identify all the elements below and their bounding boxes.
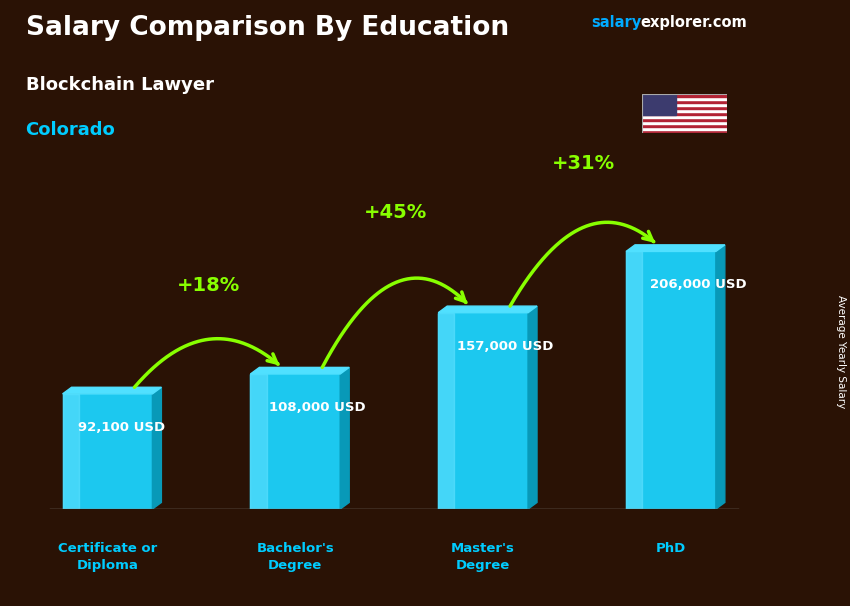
Text: PhD: PhD xyxy=(656,542,686,555)
Bar xyxy=(642,100,727,103)
Text: +18%: +18% xyxy=(177,276,240,295)
Bar xyxy=(642,130,727,133)
Polygon shape xyxy=(251,374,267,509)
Text: explorer.com: explorer.com xyxy=(640,15,747,30)
Text: Blockchain Lawyer: Blockchain Lawyer xyxy=(26,76,213,94)
Text: Average Yearly Salary: Average Yearly Salary xyxy=(836,295,846,408)
Text: 92,100 USD: 92,100 USD xyxy=(78,421,165,434)
Text: 157,000 USD: 157,000 USD xyxy=(457,340,553,353)
Polygon shape xyxy=(152,387,162,509)
Polygon shape xyxy=(63,394,79,509)
Polygon shape xyxy=(528,306,537,509)
Bar xyxy=(642,115,727,118)
Text: 108,000 USD: 108,000 USD xyxy=(269,401,366,414)
Bar xyxy=(642,103,727,106)
Polygon shape xyxy=(340,367,349,509)
Bar xyxy=(642,121,727,124)
Polygon shape xyxy=(251,374,340,509)
Polygon shape xyxy=(251,367,349,374)
Polygon shape xyxy=(439,306,537,313)
Polygon shape xyxy=(439,313,455,509)
Text: +31%: +31% xyxy=(552,154,615,173)
Bar xyxy=(642,118,727,121)
Bar xyxy=(642,94,727,97)
Bar xyxy=(642,124,727,127)
Bar xyxy=(642,106,727,109)
Polygon shape xyxy=(626,251,643,509)
Polygon shape xyxy=(63,387,162,394)
Text: 206,000 USD: 206,000 USD xyxy=(649,278,746,291)
Text: Colorado: Colorado xyxy=(26,121,116,139)
Text: Bachelor's
Degree: Bachelor's Degree xyxy=(257,542,334,572)
Text: Master's
Degree: Master's Degree xyxy=(451,542,515,572)
Text: salary: salary xyxy=(591,15,641,30)
Polygon shape xyxy=(626,245,725,251)
Polygon shape xyxy=(439,313,528,509)
Bar xyxy=(642,112,727,115)
Bar xyxy=(642,94,676,115)
Bar xyxy=(642,97,727,100)
Text: Salary Comparison By Education: Salary Comparison By Education xyxy=(26,15,508,41)
Polygon shape xyxy=(716,245,725,509)
Polygon shape xyxy=(626,251,716,509)
Polygon shape xyxy=(63,394,152,509)
Text: Certificate or
Diploma: Certificate or Diploma xyxy=(58,542,157,572)
Text: +45%: +45% xyxy=(365,203,428,222)
Bar xyxy=(642,109,727,112)
Bar xyxy=(642,127,727,130)
